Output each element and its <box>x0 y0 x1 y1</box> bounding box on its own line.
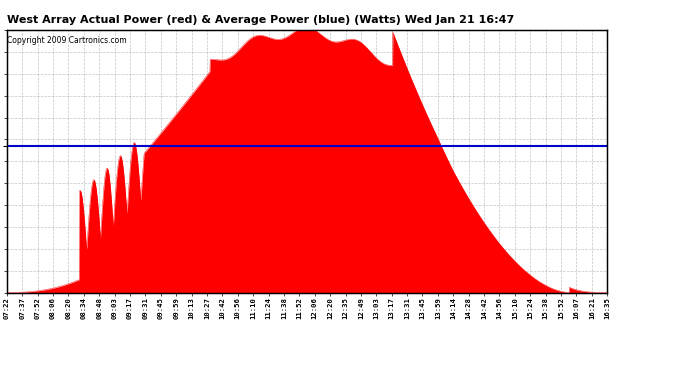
Text: West Array Actual Power (red) & Average Power (blue) (Watts) Wed Jan 21 16:47: West Array Actual Power (red) & Average … <box>7 15 514 25</box>
Text: Copyright 2009 Cartronics.com: Copyright 2009 Cartronics.com <box>7 36 126 45</box>
